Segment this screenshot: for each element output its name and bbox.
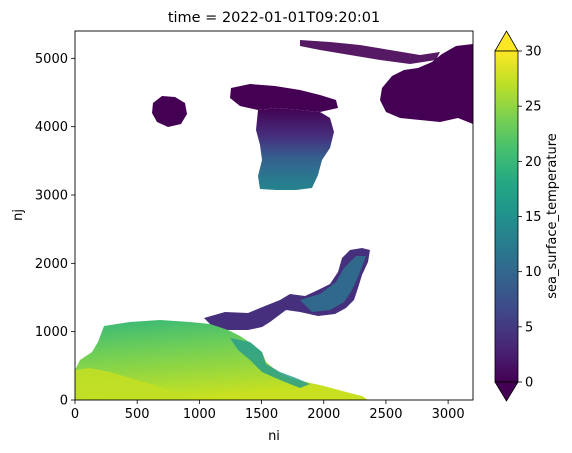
colorbar-extend-max: [494, 30, 519, 52]
y-tick-label: 1000: [35, 325, 68, 340]
y-tick-label: 3000: [35, 189, 68, 204]
colorbar-extend-min: [494, 381, 519, 402]
x-tick-label: 500: [125, 407, 150, 422]
region-east-coast-teal: [230, 338, 310, 388]
colorbar-tick-label: 0: [525, 376, 533, 391]
y-tick-label: 5000: [35, 52, 68, 67]
colorbar-gradient: [495, 51, 518, 382]
x-tick-label: 1500: [245, 407, 278, 422]
y-tick-label: 2000: [35, 257, 68, 272]
y-axis: 0 1000 2000 3000 4000 5000: [35, 52, 75, 409]
region-mediterranean-warm: [75, 368, 200, 400]
region-black-sea: [256, 108, 334, 190]
colorbar-tick-label: 30: [525, 45, 542, 60]
y-tick-label: 4000: [35, 120, 68, 135]
y-tick-label: 0: [60, 394, 68, 409]
plot-area: 0 500 1000 1500 2000 2500 3000 0 1000 2000 3000 40…: [11, 10, 474, 444]
x-tick-label: 2000: [307, 407, 340, 422]
sst-field: [75, 40, 473, 400]
region-northern-sea-strip: [300, 40, 440, 64]
colorbar: 0 5 10 15 20 25 30 sea_surface_temperature: [494, 30, 560, 402]
x-axis-label: ni: [268, 429, 280, 444]
x-tick-label: 3000: [432, 407, 465, 422]
colorbar-tick-label: 15: [525, 210, 542, 225]
colorbar-tick-label: 25: [525, 100, 542, 115]
colorbar-tick-label: 5: [525, 320, 533, 335]
colorbar-label: sea_surface_temperature: [545, 133, 560, 299]
x-tick-label: 2500: [369, 407, 402, 422]
region-black-sea-top: [230, 84, 338, 112]
region-small-lake: [152, 96, 187, 127]
x-tick-label: 1000: [183, 407, 216, 422]
colorbar-ticks: 0 5 10 15 20 25 30: [518, 45, 542, 391]
colorbar-tick-label: 20: [525, 155, 542, 170]
y-axis-label: nj: [11, 209, 26, 221]
x-axis: 0 500 1000 1500 2000 2500 3000: [71, 400, 465, 422]
region-northern-sea: [380, 44, 473, 124]
chart-title: time = 2022-01-01T09:20:01: [168, 10, 380, 26]
region-aegean-green: [300, 256, 366, 312]
colorbar-tick-label: 10: [525, 265, 542, 280]
plot-frame: [74, 30, 474, 401]
x-tick-label: 0: [71, 407, 79, 422]
